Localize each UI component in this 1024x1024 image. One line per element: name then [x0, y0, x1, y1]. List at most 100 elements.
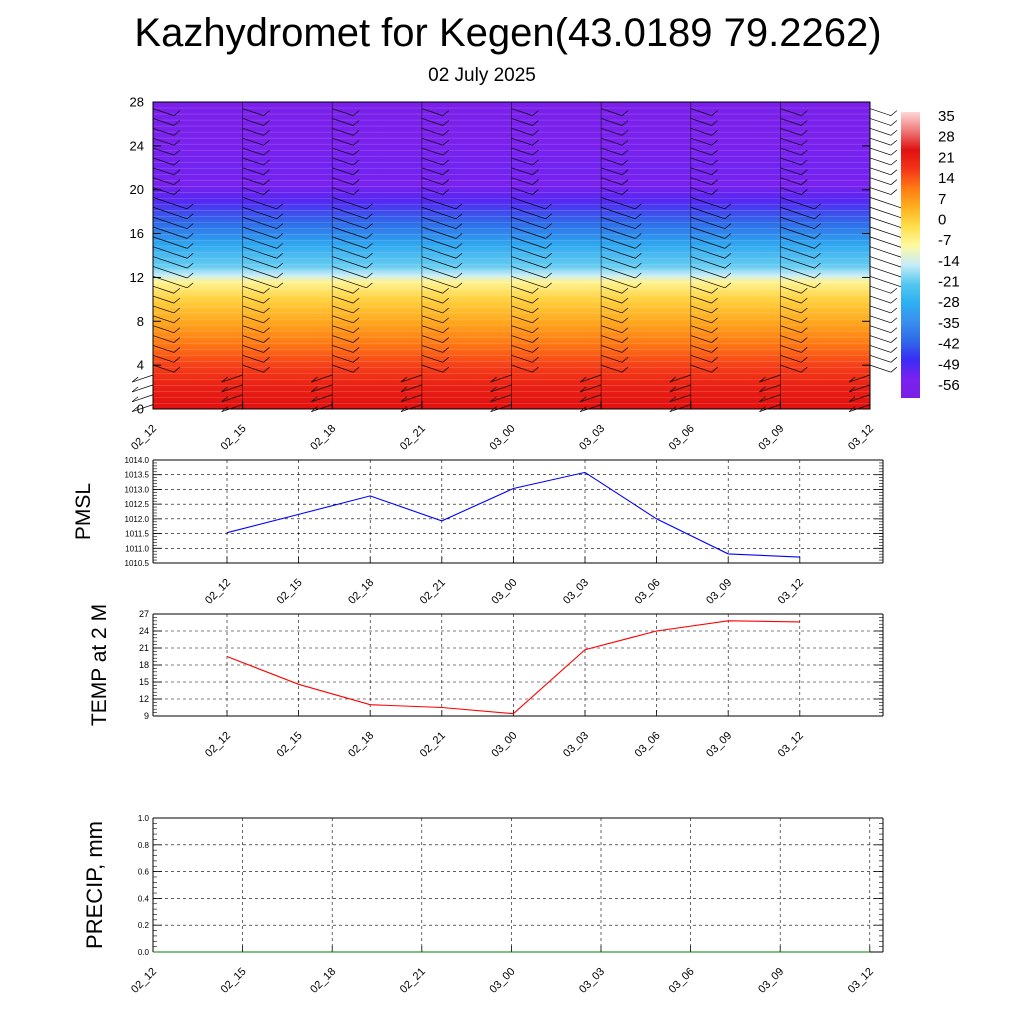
x-tick-label: 02_18 [346, 577, 376, 607]
wind-barb [601, 167, 623, 176]
wind-barb-flag [352, 139, 360, 146]
wind-barb [848, 394, 871, 403]
wind-barb [869, 354, 892, 363]
wind-barb [332, 137, 354, 146]
wind-barb [869, 266, 905, 279]
wind-barb [421, 315, 443, 324]
wind-barb-flag [801, 169, 808, 176]
wind-barb [221, 394, 243, 403]
colorbar-label: -35 [938, 315, 960, 332]
wind-barb-flag [455, 272, 463, 279]
wind-barb [780, 187, 802, 195]
wind-barb-flag [814, 262, 821, 269]
wind-barb [332, 256, 367, 269]
y-tick-label: 27 [139, 609, 149, 619]
y-tick-label: 15 [139, 677, 149, 687]
wind-barb [690, 236, 726, 249]
wind-barb-flag [801, 297, 808, 304]
wind-barb [869, 325, 892, 334]
wind-barb [580, 374, 602, 383]
x-tick-label: 03_09 [704, 730, 734, 760]
wind-barb-flag [442, 159, 449, 166]
wind-barb-flag [532, 120, 539, 126]
wind-barb [869, 315, 892, 324]
colorbar-label: -7 [938, 232, 951, 249]
wind-barb-flag [814, 203, 821, 210]
wind-barb-flag [173, 120, 181, 126]
wind-barb [601, 147, 623, 156]
wind-barb [580, 394, 602, 403]
wind-barb [242, 364, 264, 373]
wind-barb-flag [352, 189, 360, 195]
wind-barb [601, 108, 623, 116]
wind-barb [221, 404, 243, 412]
colorbar-bar [901, 112, 920, 398]
wind-barb-flag [890, 120, 898, 126]
wind-barb-flag [711, 149, 718, 156]
wind-barb-flag [131, 406, 139, 412]
x-tick-label: 02_12 [203, 730, 233, 760]
wind-barb [690, 177, 712, 186]
wind-barb [690, 137, 712, 146]
wind-barb [511, 157, 533, 166]
wind-barb-flag [352, 159, 360, 166]
x-tick-label: 02_21 [418, 577, 448, 607]
wind-barb-flag [442, 179, 449, 185]
wind-barb [869, 285, 892, 294]
y-tick-label: 1013.0 [125, 485, 150, 494]
y-axis-label: PRECIP, mm [82, 821, 107, 949]
wind-barb [421, 137, 443, 146]
x-tick-label: 02_21 [398, 423, 428, 453]
wind-barb [759, 404, 781, 412]
wind-barb [780, 157, 802, 166]
wind-barb [490, 384, 512, 393]
x-tick-label: 03_03 [561, 730, 591, 760]
wind-barb-flag [711, 189, 718, 195]
wind-barb-flag [724, 233, 732, 239]
y-axis-label: PMSL [72, 483, 95, 540]
wind-barb-flag [759, 396, 766, 403]
wind-barb-flag [532, 337, 539, 343]
colorbar-label: 35 [938, 108, 955, 125]
wind-barb-flag [724, 272, 732, 279]
wind-barb-flag [724, 282, 732, 289]
wind-barb-flag [263, 110, 270, 116]
wind-barb [152, 305, 175, 314]
wind-barb-flag [366, 203, 373, 210]
wind-barb [421, 354, 443, 363]
wind-barb [601, 335, 623, 343]
wind-barb-flag [635, 223, 642, 229]
wind-barb-flag [635, 203, 642, 210]
wind-barb [580, 404, 602, 412]
wind-barb [131, 404, 154, 412]
wind-barb-flag [621, 149, 629, 156]
wind-barb-flag [724, 262, 732, 269]
wind-barb [780, 354, 802, 363]
wind-barb-flag [669, 396, 677, 403]
wind-barb [242, 256, 277, 269]
wind-barb [152, 315, 175, 324]
wind-barb [242, 147, 264, 156]
x-tick-label: 02_18 [346, 730, 376, 760]
series-line [226, 620, 800, 715]
wind-barb [332, 345, 354, 353]
wind-barb-column [669, 102, 732, 412]
wind-barb [780, 108, 802, 116]
wind-barb-flag [400, 376, 408, 383]
wind-barb-flag [186, 262, 194, 269]
wind-barb-flag [635, 262, 642, 269]
wind-barb [690, 295, 712, 304]
wind-barb [152, 137, 175, 146]
wind-barb [242, 305, 264, 314]
wind-barb [601, 197, 636, 210]
wind-barb [152, 118, 175, 126]
wind-barb-flag [532, 130, 539, 136]
wind-barb [242, 295, 264, 304]
wind-barb [690, 285, 712, 294]
wind-barb-flag [890, 366, 898, 373]
wind-barb-flag [801, 159, 808, 166]
wind-barb-flag [890, 297, 898, 304]
wind-barb [869, 226, 905, 239]
x-tick-label: 02_18 [308, 423, 338, 453]
